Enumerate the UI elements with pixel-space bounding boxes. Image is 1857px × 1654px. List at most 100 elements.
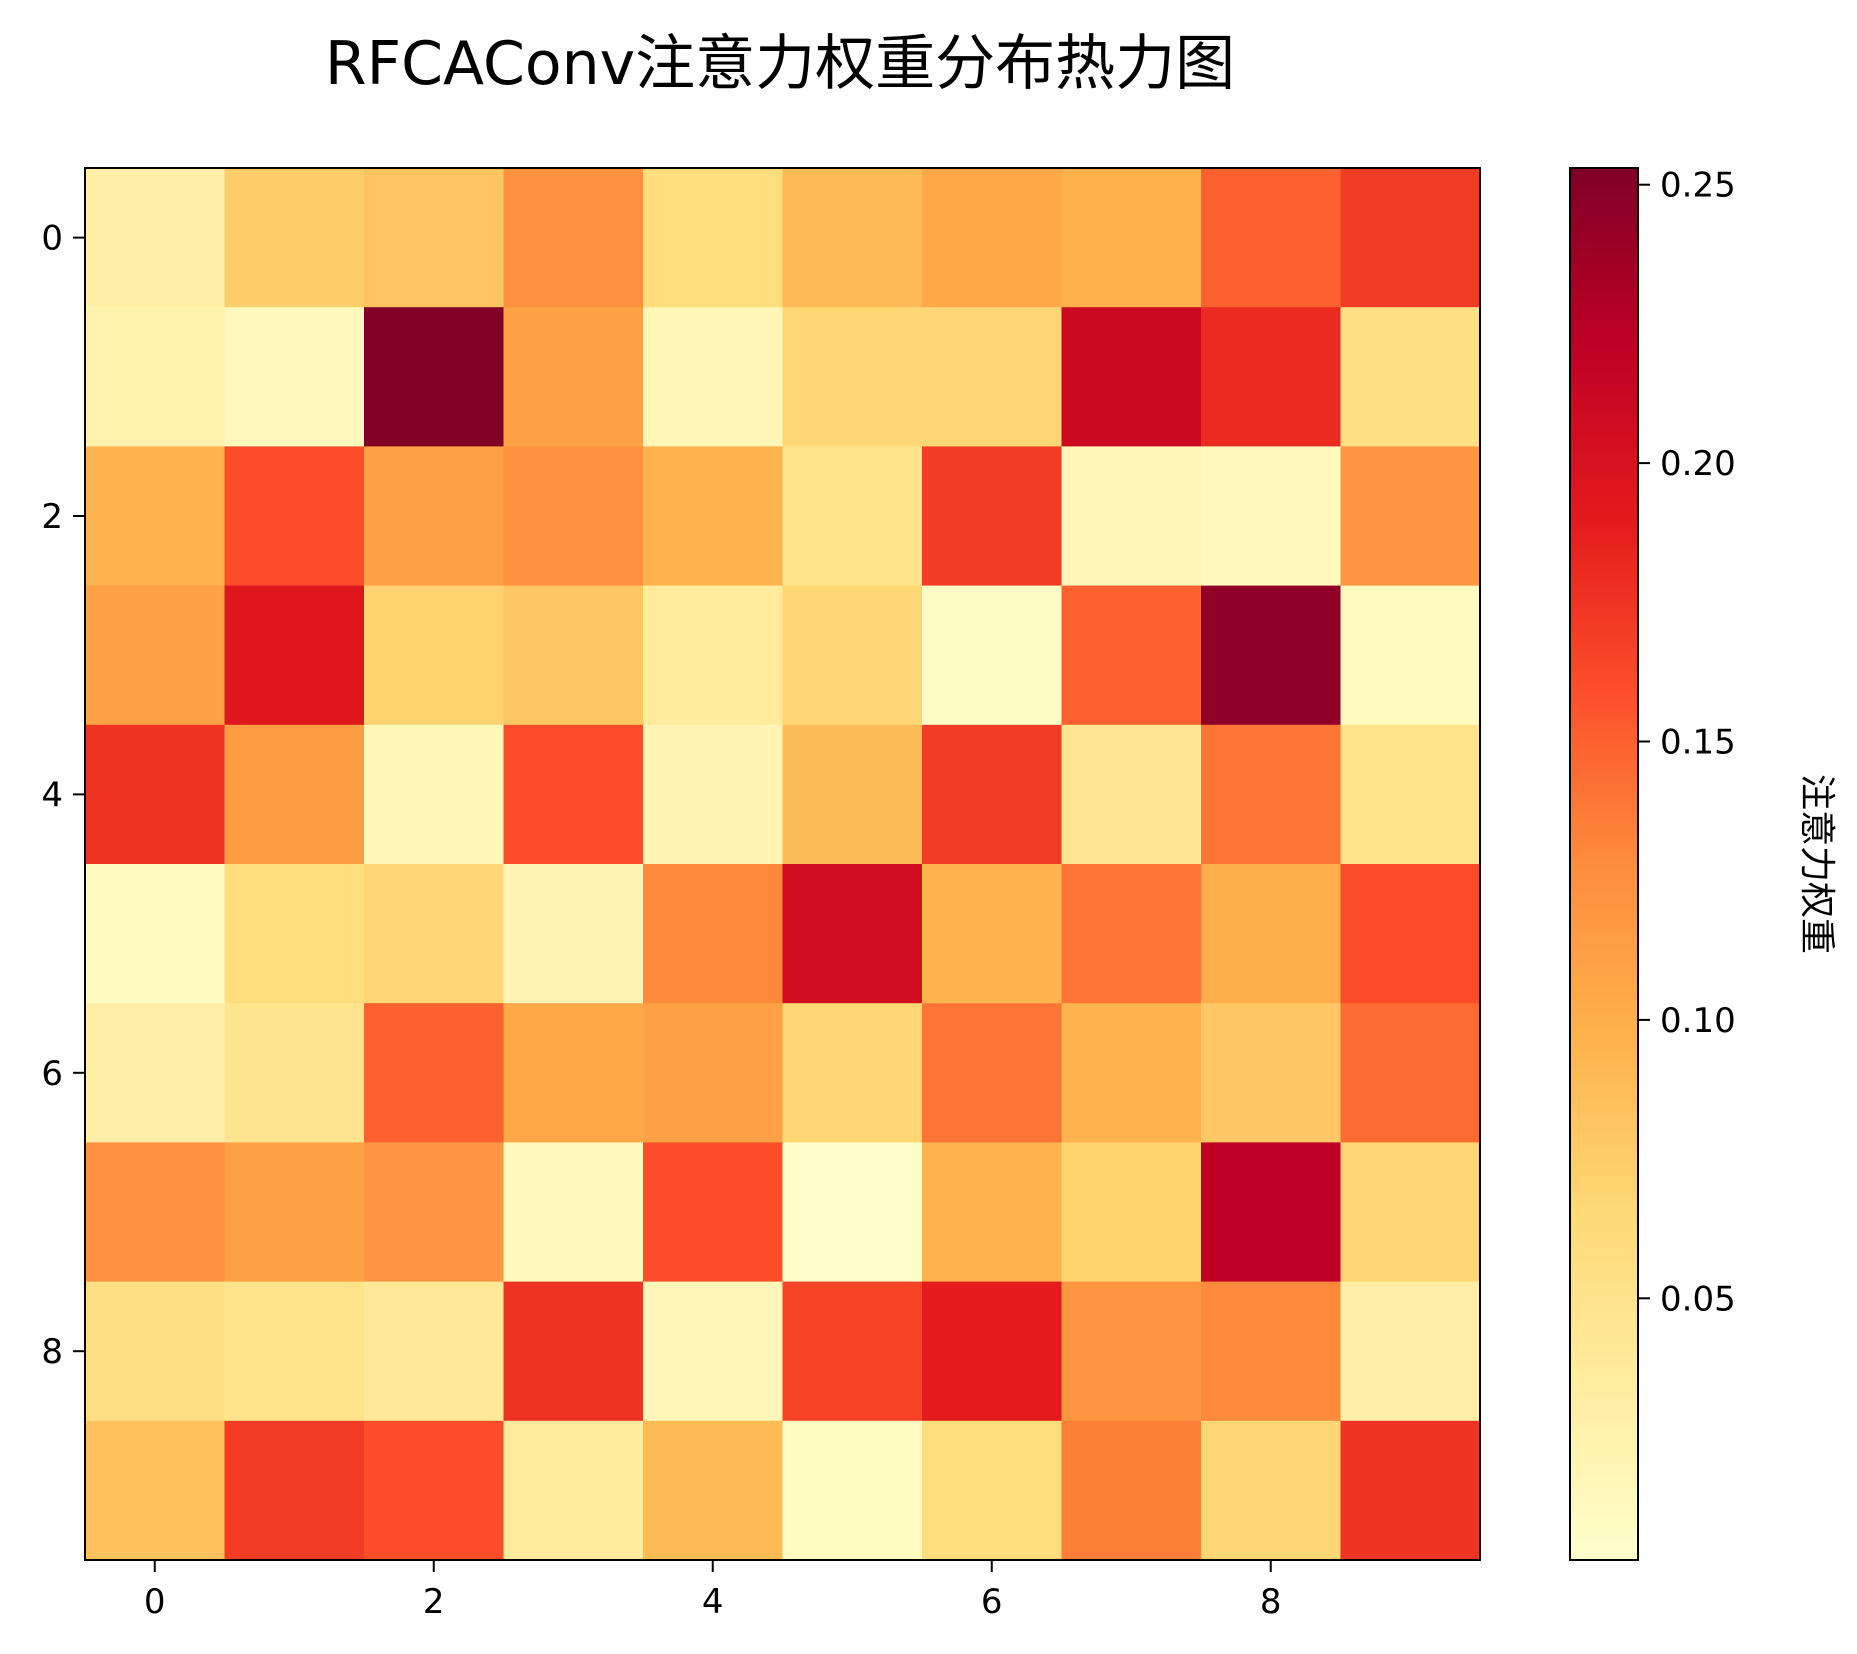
heatmap-cell-r1-c5 bbox=[782, 307, 923, 447]
heatmap-cell-r5-c4 bbox=[643, 864, 784, 1004]
heatmap-cell-r6-c6 bbox=[922, 1003, 1063, 1143]
colorbar-label: 注意力权重 bbox=[1796, 774, 1837, 954]
heatmap-cell-r9-c6 bbox=[922, 1420, 1063, 1561]
heatmap-cell-r2-c0 bbox=[85, 446, 226, 587]
heatmap-cell-r6-c7 bbox=[1061, 1003, 1202, 1143]
heatmap-cell-r2-c8 bbox=[1201, 446, 1342, 587]
plot-frame bbox=[84, 167, 1481, 1561]
colorbar-tick-label-3: 0.20 bbox=[1660, 444, 1736, 484]
colorbar-tick-label-1: 0.10 bbox=[1660, 1001, 1736, 1041]
heatmap-cell-r6-c1 bbox=[224, 1003, 365, 1143]
x-tick-label-0: 0 bbox=[144, 1582, 166, 1622]
heatmap-cell-r5-c6 bbox=[922, 864, 1063, 1004]
heatmap-cell-r2-c6 bbox=[922, 446, 1063, 587]
x-tick-label-4: 8 bbox=[1260, 1582, 1282, 1622]
heatmap-cell-r9-c4 bbox=[643, 1420, 784, 1561]
y-tick-label-3: 6 bbox=[41, 1054, 63, 1094]
heatmap-cell-r8-c6 bbox=[922, 1281, 1063, 1422]
heatmap-cell-r7-c8 bbox=[1201, 1142, 1342, 1283]
heatmap-cell-r9-c1 bbox=[224, 1420, 365, 1561]
heatmap-cell-r0-c1 bbox=[224, 168, 365, 308]
heatmap-cell-r9-c9 bbox=[1340, 1420, 1481, 1561]
heatmap-cell-r8-c3 bbox=[503, 1281, 644, 1422]
x-tick-label-2: 4 bbox=[702, 1582, 724, 1622]
heatmap-cell-r0-c5 bbox=[782, 168, 923, 308]
heatmap-cell-r7-c2 bbox=[364, 1142, 505, 1283]
x-tick-label-1: 2 bbox=[423, 1582, 445, 1622]
heatmap-cell-r1-c1 bbox=[224, 307, 365, 447]
heatmap-cell-r1-c9 bbox=[1340, 307, 1481, 447]
heatmap-cell-r4-c5 bbox=[782, 724, 923, 865]
heatmap-cell-r7-c9 bbox=[1340, 1142, 1481, 1283]
heatmap-cell-r2-c3 bbox=[503, 446, 644, 587]
heatmap-cell-r8-c8 bbox=[1201, 1281, 1342, 1422]
heatmap-cell-r9-c7 bbox=[1061, 1420, 1202, 1561]
heatmap-cell-r1-c8 bbox=[1201, 307, 1342, 447]
heatmap-cell-r9-c5 bbox=[782, 1420, 923, 1561]
heatmap-cell-r1-c6 bbox=[922, 307, 1063, 447]
heatmap-cell-r9-c3 bbox=[503, 1420, 644, 1561]
heatmap-cell-r4-c0 bbox=[85, 724, 226, 865]
colorbar-axis: 0.05 0.10 0.15 0.20 0.25 bbox=[1638, 166, 1736, 1319]
heatmap-cell-r1-c2 bbox=[364, 307, 505, 447]
heatmap-cell-r2-c1 bbox=[224, 446, 365, 587]
heatmap-cell-r3-c7 bbox=[1061, 585, 1202, 726]
y-tick-label-1: 2 bbox=[41, 497, 63, 537]
heatmap-cell-r3-c9 bbox=[1340, 585, 1481, 726]
heatmap-cell-r7-c5 bbox=[782, 1142, 923, 1283]
heatmap-cell-r6-c3 bbox=[503, 1003, 644, 1143]
heatmap-cell-r3-c6 bbox=[922, 585, 1063, 726]
heatmap-cell-r5-c2 bbox=[364, 864, 505, 1004]
heatmap-cell-r3-c3 bbox=[503, 585, 644, 726]
heatmap-cell-r4-c9 bbox=[1340, 724, 1481, 865]
heatmap-cell-r8-c2 bbox=[364, 1281, 505, 1422]
heatmap-cell-r6-c4 bbox=[643, 1003, 784, 1143]
heatmap-cell-r8-c7 bbox=[1061, 1281, 1202, 1422]
heatmap-cell-r4-c7 bbox=[1061, 724, 1202, 865]
heatmap-cell-r8-c9 bbox=[1340, 1281, 1481, 1422]
y-tick-label-0: 0 bbox=[41, 219, 63, 259]
heatmap-cell-r7-c4 bbox=[643, 1142, 784, 1283]
chart-title: RFCAConv注意力权重分布热力图 bbox=[325, 29, 1235, 99]
colorbar-tick-label-0: 0.05 bbox=[1660, 1279, 1736, 1319]
heatmap-cell-r5-c5 bbox=[782, 864, 923, 1004]
heatmap-cell-r6-c2 bbox=[364, 1003, 505, 1143]
colorbar bbox=[1569, 167, 1639, 1561]
heatmap-cell-r8-c4 bbox=[643, 1281, 784, 1422]
heatmap-cell-r9-c2 bbox=[364, 1420, 505, 1561]
heatmap-cell-r1-c0 bbox=[85, 307, 226, 447]
x-tick-label-3: 6 bbox=[981, 1582, 1003, 1622]
heatmap-cell-r6-c8 bbox=[1201, 1003, 1342, 1143]
heatmap-cell-r8-c0 bbox=[85, 1281, 226, 1422]
colorbar-tick-label-4: 0.25 bbox=[1660, 166, 1736, 206]
heatmap-cells bbox=[85, 168, 1481, 1561]
heatmap-cell-r5-c3 bbox=[503, 864, 644, 1004]
heatmap-cell-r4-c6 bbox=[922, 724, 1063, 865]
heatmap-cell-r4-c4 bbox=[643, 724, 784, 865]
heatmap-cell-r2-c9 bbox=[1340, 446, 1481, 587]
heatmap-cell-r7-c1 bbox=[224, 1142, 365, 1283]
heatmap-cell-r0-c9 bbox=[1340, 168, 1481, 308]
heatmap-cell-r2-c4 bbox=[643, 446, 784, 587]
heatmap-cell-r3-c4 bbox=[643, 585, 784, 726]
heatmap-cell-r0-c0 bbox=[85, 168, 226, 308]
heatmap-cell-r8-c1 bbox=[224, 1281, 365, 1422]
heatmap-cell-r5-c9 bbox=[1340, 864, 1481, 1004]
heatmap-cell-r5-c7 bbox=[1061, 864, 1202, 1004]
heatmap-cell-r2-c7 bbox=[1061, 446, 1202, 587]
heatmap-cell-r0-c7 bbox=[1061, 168, 1202, 308]
heatmap-cell-r7-c3 bbox=[503, 1142, 644, 1283]
heatmap-cell-r0-c3 bbox=[503, 168, 644, 308]
heatmap-cell-r6-c0 bbox=[85, 1003, 226, 1143]
heatmap-cell-r4-c8 bbox=[1201, 724, 1342, 865]
heatmap-cell-r3-c1 bbox=[224, 585, 365, 726]
heatmap-cell-r4-c3 bbox=[503, 724, 644, 865]
x-axis: 0 2 4 6 8 bbox=[144, 1560, 1282, 1622]
heatmap-cell-r1-c3 bbox=[503, 307, 644, 447]
heatmap-cell-r3-c2 bbox=[364, 585, 505, 726]
heatmap-cell-r0-c4 bbox=[643, 168, 784, 308]
heatmap-cell-r7-c6 bbox=[922, 1142, 1063, 1283]
heatmap-cell-r4-c1 bbox=[224, 724, 365, 865]
colorbar-tick-label-2: 0.15 bbox=[1660, 723, 1736, 763]
